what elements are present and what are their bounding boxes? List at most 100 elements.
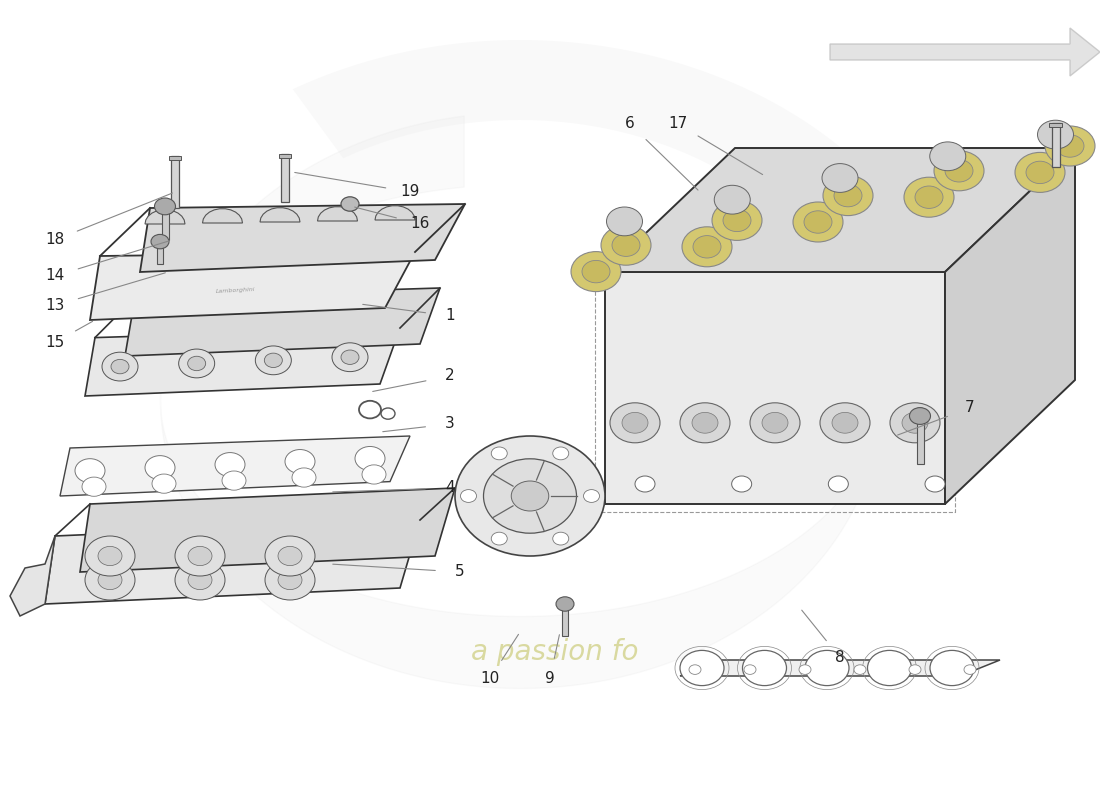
Polygon shape bbox=[680, 660, 1000, 676]
Circle shape bbox=[111, 359, 129, 374]
Circle shape bbox=[145, 456, 175, 480]
Bar bbox=[1049, 122, 1061, 126]
Text: 13: 13 bbox=[45, 298, 65, 313]
Circle shape bbox=[571, 252, 621, 292]
Circle shape bbox=[175, 560, 226, 600]
Text: 2: 2 bbox=[446, 369, 454, 383]
Text: 6: 6 bbox=[625, 117, 635, 131]
Bar bbox=[162, 206, 168, 240]
Circle shape bbox=[693, 235, 720, 258]
Circle shape bbox=[362, 465, 386, 484]
Circle shape bbox=[910, 408, 931, 424]
Circle shape bbox=[925, 476, 945, 492]
Circle shape bbox=[151, 234, 169, 249]
Circle shape bbox=[606, 207, 642, 236]
Text: 15: 15 bbox=[45, 335, 65, 350]
Circle shape bbox=[332, 343, 368, 372]
Circle shape bbox=[680, 402, 730, 443]
Circle shape bbox=[612, 234, 640, 257]
Circle shape bbox=[255, 346, 292, 374]
Circle shape bbox=[512, 481, 549, 511]
Circle shape bbox=[222, 471, 246, 490]
Polygon shape bbox=[85, 328, 400, 396]
Circle shape bbox=[355, 446, 385, 470]
Circle shape bbox=[682, 227, 732, 267]
Polygon shape bbox=[830, 28, 1100, 76]
Polygon shape bbox=[90, 252, 415, 320]
Circle shape bbox=[492, 532, 507, 545]
Bar bbox=[170, 156, 179, 208]
Circle shape bbox=[804, 211, 832, 234]
Bar bbox=[280, 154, 289, 202]
Text: 1: 1 bbox=[446, 309, 454, 323]
Circle shape bbox=[553, 447, 569, 460]
Circle shape bbox=[930, 650, 974, 686]
Circle shape bbox=[492, 447, 507, 460]
Text: 14: 14 bbox=[45, 269, 65, 283]
Text: 18: 18 bbox=[45, 233, 65, 247]
Circle shape bbox=[188, 570, 212, 590]
Circle shape bbox=[832, 413, 858, 434]
Circle shape bbox=[461, 490, 476, 502]
Polygon shape bbox=[945, 148, 1075, 504]
Bar bbox=[157, 242, 163, 264]
Circle shape bbox=[854, 665, 866, 674]
Circle shape bbox=[341, 197, 359, 211]
Circle shape bbox=[188, 546, 212, 566]
Circle shape bbox=[75, 458, 104, 482]
Circle shape bbox=[902, 413, 928, 434]
Bar bbox=[562, 604, 568, 636]
Circle shape bbox=[292, 468, 316, 487]
Circle shape bbox=[689, 665, 701, 674]
Circle shape bbox=[1056, 135, 1084, 158]
Circle shape bbox=[805, 650, 849, 686]
Circle shape bbox=[934, 151, 984, 191]
Text: a passion fo: a passion fo bbox=[471, 638, 639, 666]
Circle shape bbox=[85, 536, 135, 576]
Circle shape bbox=[154, 198, 176, 214]
Text: 8: 8 bbox=[835, 650, 845, 665]
Text: 19: 19 bbox=[400, 185, 420, 199]
Polygon shape bbox=[293, 40, 950, 318]
Circle shape bbox=[744, 665, 756, 674]
Bar bbox=[168, 156, 182, 160]
Circle shape bbox=[82, 477, 106, 496]
Circle shape bbox=[278, 546, 303, 566]
Polygon shape bbox=[260, 208, 300, 222]
Circle shape bbox=[1026, 162, 1054, 184]
Circle shape bbox=[723, 210, 751, 232]
Polygon shape bbox=[605, 148, 1075, 272]
Bar bbox=[278, 154, 292, 158]
Text: 3: 3 bbox=[446, 417, 455, 431]
Circle shape bbox=[822, 163, 858, 192]
Circle shape bbox=[828, 476, 848, 492]
Bar bbox=[1052, 122, 1059, 166]
Circle shape bbox=[762, 413, 788, 434]
Circle shape bbox=[601, 226, 651, 266]
Circle shape bbox=[455, 436, 605, 556]
Circle shape bbox=[692, 413, 718, 434]
Circle shape bbox=[285, 450, 315, 474]
Text: 4: 4 bbox=[446, 481, 454, 495]
Circle shape bbox=[799, 665, 811, 674]
Circle shape bbox=[904, 178, 954, 218]
Circle shape bbox=[635, 476, 654, 492]
Circle shape bbox=[152, 474, 176, 494]
Circle shape bbox=[793, 202, 843, 242]
Circle shape bbox=[868, 650, 912, 686]
Circle shape bbox=[680, 650, 724, 686]
Polygon shape bbox=[45, 520, 420, 604]
Polygon shape bbox=[80, 488, 455, 572]
Circle shape bbox=[556, 597, 574, 611]
Circle shape bbox=[909, 665, 921, 674]
Circle shape bbox=[621, 413, 648, 434]
Circle shape bbox=[102, 352, 138, 381]
Polygon shape bbox=[145, 210, 185, 224]
Circle shape bbox=[175, 536, 226, 576]
Text: 16: 16 bbox=[410, 217, 430, 231]
Circle shape bbox=[1045, 126, 1094, 166]
Polygon shape bbox=[202, 209, 242, 223]
Circle shape bbox=[820, 402, 870, 443]
Bar bbox=[916, 416, 924, 464]
Circle shape bbox=[834, 185, 862, 207]
